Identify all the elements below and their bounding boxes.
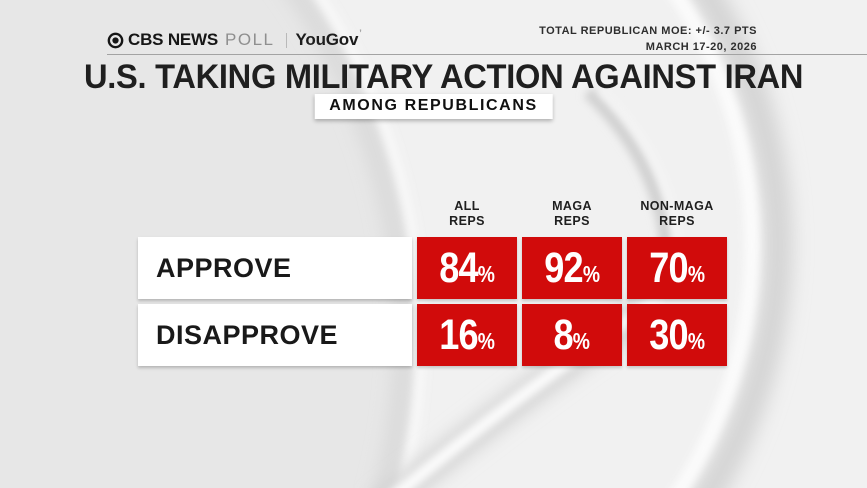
yougov-logo-text: YouGov xyxy=(295,30,359,49)
value-cell-disapprove-all: 16% xyxy=(417,304,517,366)
row-label-approve: APPROVE xyxy=(138,237,412,299)
column-header-all-reps: ALL REPS xyxy=(449,199,485,228)
moe-line2: MARCH 17-20, 2026 xyxy=(645,40,757,53)
cbs-news-logo-text: CBS NEWS xyxy=(128,30,219,49)
value-cell-approve-maga: 92% xyxy=(522,237,622,299)
percent-sign: % xyxy=(687,260,705,287)
row-label-disapprove: DISAPPROVE xyxy=(138,304,412,366)
percent-sign: % xyxy=(573,327,591,354)
value-cell-disapprove-nonmaga: 30% xyxy=(627,304,727,366)
page-title: U.S. TAKING MILITARY ACTION AGAINST IRAN xyxy=(83,58,804,96)
poll-table: ALL REPS MAGA REPS NON-MAGA REPS APPROVE… xyxy=(138,196,727,366)
percent-sign: % xyxy=(477,327,495,354)
moe-line1: TOTAL REPUBLICAN MOE: +/- 3.7 PTS xyxy=(539,25,757,37)
percent-sign: % xyxy=(687,327,705,354)
column-header-non-maga-reps: NON-MAGA REPS xyxy=(640,199,714,228)
value-cell-disapprove-maga: 8% xyxy=(522,304,622,366)
subtitle-chip: AMONG REPUBLICANS xyxy=(314,94,553,119)
header-spacer xyxy=(138,196,412,232)
moe-note: TOTAL REPUBLICAN MOE: +/- 3.7 PTS MARCH … xyxy=(539,24,757,56)
brand-bar: CBS NEWS POLL YouGov ’ xyxy=(107,28,362,49)
percent-sign: % xyxy=(477,260,495,287)
value-cell-approve-nonmaga: 70% xyxy=(627,237,727,299)
value-cell-approve-all: 84% xyxy=(417,237,517,299)
column-header-maga-reps: MAGA REPS xyxy=(552,199,592,228)
header-divider-rule xyxy=(107,54,867,55)
brand-divider xyxy=(285,32,287,48)
yougov-trademark-tick: ’ xyxy=(359,28,362,38)
poll-label: POLL xyxy=(225,30,275,49)
cbs-eye-icon xyxy=(107,32,124,48)
percent-sign: % xyxy=(582,260,600,287)
